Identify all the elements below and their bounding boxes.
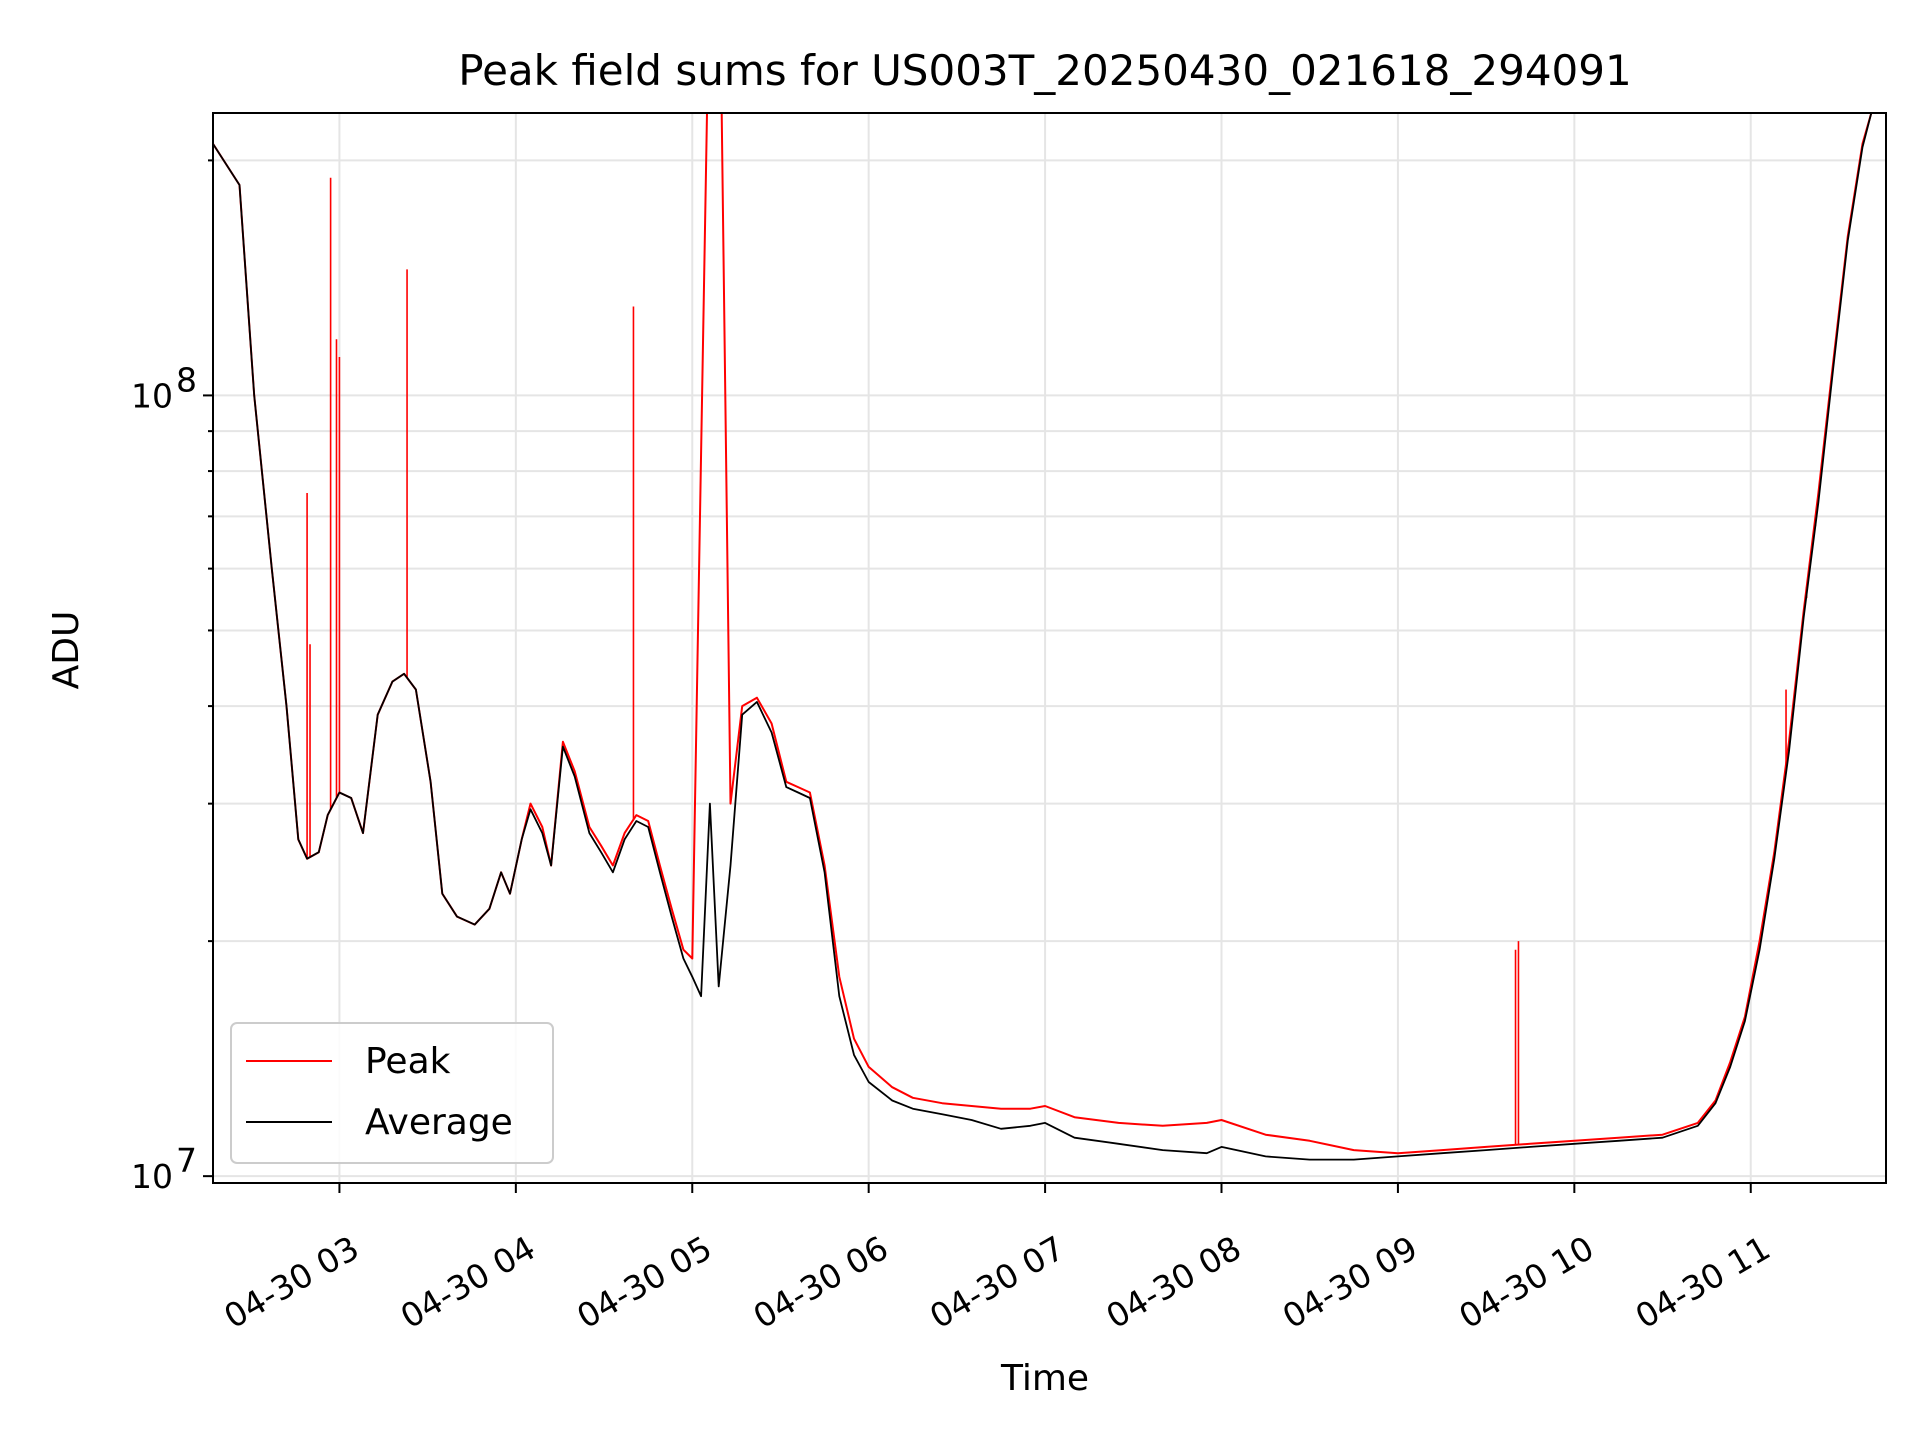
plot-series [213,113,1873,1161]
legend-box [230,1022,554,1164]
y-tick-exponent: 8 [176,360,197,399]
x-axis-label: Time [1000,1358,1089,1399]
y-axis-label: ADU [46,611,87,690]
legend-peak-label: Peak [365,1041,451,1082]
legend: Peak Average [230,1022,554,1164]
legend-average-label: Average [365,1102,513,1143]
plot-frame [212,112,1887,1184]
grid [213,113,1886,1183]
y-tick-label: 10 [131,376,173,415]
y-tick-exponent: 7 [176,1141,197,1180]
chart-title: Peak field sums for US003T_20250430_0216… [458,46,1631,95]
y-tick-label: 10 [131,1157,173,1196]
average-series-line [213,113,1873,1161]
